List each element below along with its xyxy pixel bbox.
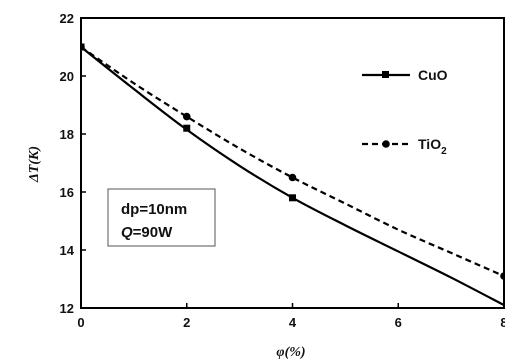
plot-area [81, 43, 504, 307]
legend-entry-tio2: TiO2 [362, 136, 447, 157]
axes [80, 17, 505, 309]
y-tick-label: 12 [60, 301, 74, 316]
legend-entry-cuo: CuO [362, 67, 448, 83]
data-point-tio2 [288, 173, 297, 182]
data-point-cuo [183, 124, 191, 132]
data-point-tio2 [182, 112, 191, 121]
series-line-tio2 [81, 46, 504, 278]
tick-labels: 0 2 4 6 8 12 14 16 18 20 22 [60, 11, 505, 330]
annotation-frame [107, 188, 216, 247]
legend-label-cuo: CuO [418, 67, 448, 83]
y-tick-label: 22 [60, 11, 74, 26]
plot-frame [80, 17, 505, 309]
y-axis-title: ΔT(K) [27, 146, 42, 183]
annotation-line-1: dp=10nm [121, 201, 187, 218]
annotation-q-value: =90W [133, 224, 173, 241]
x-tick-label: 4 [289, 315, 297, 330]
y-tick-label: 14 [60, 243, 75, 258]
x-tick-label: 6 [395, 315, 402, 330]
data-point-cuo [289, 194, 296, 202]
annotation-line-2: Q=90W [121, 224, 173, 241]
legend-label-tio2-base: TiO [418, 136, 441, 152]
legend-marker-tio2 [382, 140, 390, 148]
x-tick-label: 2 [183, 315, 190, 330]
legend-marker-cuo [382, 71, 389, 78]
y-tick-label: 20 [60, 69, 74, 84]
legend-label-tio2-sub: 2 [441, 146, 447, 157]
series-tio2 [81, 43, 504, 280]
y-tick-label: 18 [60, 127, 74, 142]
annotation-q-symbol: Q [121, 224, 133, 241]
y-tick-label: 16 [60, 185, 74, 200]
x-tick-label: 8 [500, 315, 505, 330]
x-tick-label: 0 [77, 315, 84, 330]
annotation-box: dp=10nm Q=90W [107, 188, 216, 247]
legend: CuO TiO2 [362, 67, 448, 157]
legend-label-tio2: TiO2 [418, 136, 447, 157]
x-axis-title: φ(%) [276, 345, 305, 360]
